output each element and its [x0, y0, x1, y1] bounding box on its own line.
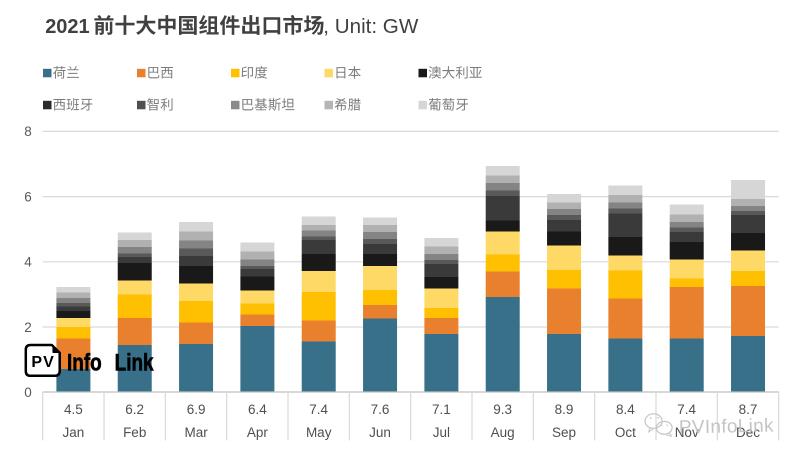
svg-text:7.6: 7.6: [371, 402, 390, 417]
svg-text:Dec: Dec: [736, 425, 760, 440]
svg-text:Jan: Jan: [63, 425, 85, 440]
svg-text:7.4: 7.4: [677, 402, 696, 417]
svg-text:8.9: 8.9: [555, 402, 574, 417]
svg-text:Jun: Jun: [369, 425, 391, 440]
svg-text:6.2: 6.2: [125, 402, 144, 417]
svg-text:2021: 2021: [45, 16, 89, 38]
svg-text:Apr: Apr: [247, 425, 269, 440]
svg-text:Feb: Feb: [123, 425, 146, 440]
svg-text:7.1: 7.1: [432, 402, 451, 417]
svg-text:0: 0: [24, 385, 32, 400]
svg-text:4: 4: [24, 255, 32, 270]
svg-text:9.3: 9.3: [493, 402, 512, 417]
svg-text:Oct: Oct: [615, 425, 636, 440]
svg-text:, Unit: GW: , Unit: GW: [323, 15, 419, 38]
svg-text:8: 8: [24, 124, 32, 139]
svg-text:6.4: 6.4: [248, 402, 267, 417]
svg-text:PVInfoLink: PVInfoLink: [679, 416, 775, 439]
svg-text:May: May: [306, 425, 332, 440]
svg-text:4.5: 4.5: [64, 402, 83, 417]
svg-text:Aug: Aug: [491, 425, 515, 440]
svg-text:Info: Info: [67, 348, 102, 376]
svg-text:Sep: Sep: [552, 425, 576, 440]
svg-text:Jul: Jul: [433, 425, 450, 440]
svg-text:6.9: 6.9: [187, 402, 206, 417]
svg-text:Mar: Mar: [184, 425, 208, 440]
svg-text:2: 2: [24, 320, 32, 335]
svg-text:8.7: 8.7: [739, 402, 758, 417]
svg-text:6: 6: [24, 189, 32, 204]
svg-text:Link: Link: [115, 348, 155, 376]
svg-text:7.4: 7.4: [309, 402, 328, 417]
svg-text:Nov: Nov: [675, 425, 699, 440]
svg-text:8.4: 8.4: [616, 402, 635, 417]
svg-text:PV: PV: [31, 354, 55, 371]
